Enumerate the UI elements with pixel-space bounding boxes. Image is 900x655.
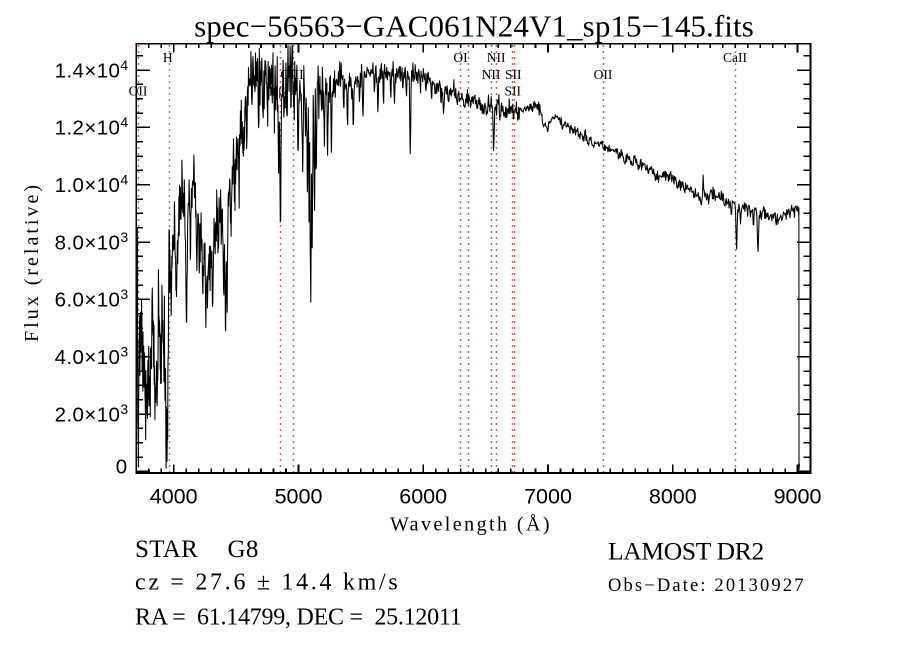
- svg-text:6.0×103: 6.0×103: [55, 286, 129, 312]
- svg-text:0: 0: [116, 456, 128, 479]
- svg-text:STAR: STAR: [135, 536, 198, 563]
- svg-text:4000: 4000: [150, 485, 198, 509]
- svg-text:spec−56563−GAC061N24V1_sp15−14: spec−56563−GAC061N24V1_sp15−145.fits: [194, 9, 754, 44]
- svg-text:CaII: CaII: [723, 50, 747, 65]
- svg-text:8000: 8000: [649, 485, 697, 509]
- svg-text:9000: 9000: [774, 485, 822, 509]
- svg-text:Hβ: Hβ: [269, 84, 286, 99]
- svg-text:Obs−Date: 20130927: Obs−Date: 20130927: [608, 576, 806, 596]
- svg-text:OII: OII: [594, 67, 613, 82]
- svg-text:8.0×103: 8.0×103: [55, 229, 129, 255]
- svg-text:NII: NII: [482, 67, 501, 82]
- svg-text:Wavelength (Å): Wavelength (Å): [390, 514, 552, 536]
- svg-text:1.4×104: 1.4×104: [55, 57, 129, 83]
- svg-text:G8: G8: [228, 536, 259, 563]
- svg-text:RA = 61.14799, DEC = 25.1201: RA = 61.14799, DEC = 25.12011: [135, 605, 461, 631]
- svg-text:SII: SII: [505, 84, 522, 99]
- svg-text:7000: 7000: [524, 485, 572, 509]
- svg-text:OI: OI: [453, 50, 468, 65]
- svg-text:2.0×103: 2.0×103: [55, 401, 129, 427]
- svg-text:OII: OII: [129, 84, 148, 99]
- svg-text:6000: 6000: [399, 485, 447, 509]
- svg-text:Flux (relative): Flux (relative): [21, 182, 43, 342]
- svg-text:OIII: OIII: [280, 67, 304, 82]
- svg-text:1.0×104: 1.0×104: [55, 172, 129, 198]
- svg-text:LAMOST DR2: LAMOST DR2: [608, 537, 764, 566]
- svg-text:cz = 27.6 ± 14.4 km/s: cz = 27.6 ± 14.4 km/s: [135, 570, 400, 596]
- svg-text:H: H: [163, 50, 173, 65]
- svg-text:1.2×104: 1.2×104: [55, 114, 129, 140]
- svg-text:4.0×103: 4.0×103: [55, 344, 129, 370]
- svg-text:NII: NII: [487, 50, 506, 65]
- svg-text:5000: 5000: [275, 485, 323, 509]
- svg-text:SII: SII: [505, 67, 522, 82]
